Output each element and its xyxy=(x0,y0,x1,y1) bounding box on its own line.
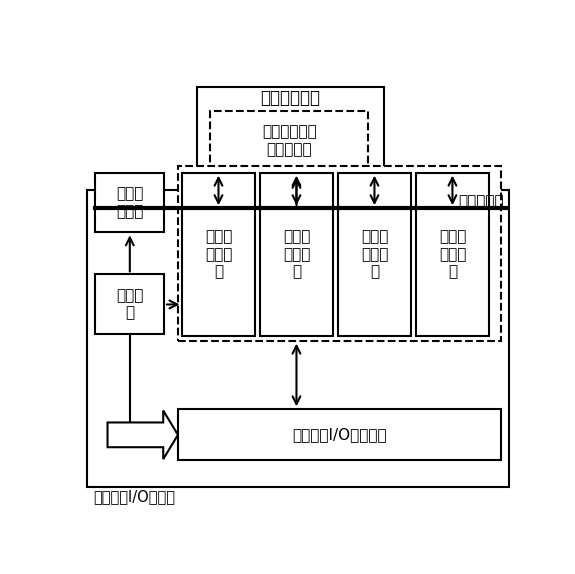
Bar xyxy=(338,173,411,336)
Text: 模拟量
输出模
块: 模拟量 输出模 块 xyxy=(439,230,466,280)
Text: 被控对象可编
程软件模型: 被控对象可编 程软件模型 xyxy=(262,125,317,157)
Text: 无线路
由模块: 无线路 由模块 xyxy=(116,187,144,219)
Polygon shape xyxy=(108,410,178,459)
Text: 被控对象I/O接线面板: 被控对象I/O接线面板 xyxy=(292,427,387,443)
Text: 工业平板电脑: 工业平板电脑 xyxy=(260,88,320,107)
Bar xyxy=(178,166,501,341)
Bar xyxy=(95,274,164,334)
Text: 被控对象I/O接口箱: 被控对象I/O接口箱 xyxy=(93,490,175,505)
Text: 无线局域网: 无线局域网 xyxy=(458,194,504,209)
Text: 数字量
输出模
块: 数字量 输出模 块 xyxy=(283,230,310,280)
Bar xyxy=(416,173,489,336)
Bar xyxy=(178,409,501,460)
Bar xyxy=(197,87,384,175)
Bar xyxy=(210,111,368,170)
Text: 电源模
块: 电源模 块 xyxy=(116,288,144,321)
Bar xyxy=(260,173,332,336)
Bar xyxy=(182,173,255,336)
Bar xyxy=(87,191,508,487)
Text: 模拟量
输入模
块: 模拟量 输入模 块 xyxy=(361,230,388,280)
Text: 数字量
输入模
块: 数字量 输入模 块 xyxy=(205,230,232,280)
Bar xyxy=(95,173,164,232)
